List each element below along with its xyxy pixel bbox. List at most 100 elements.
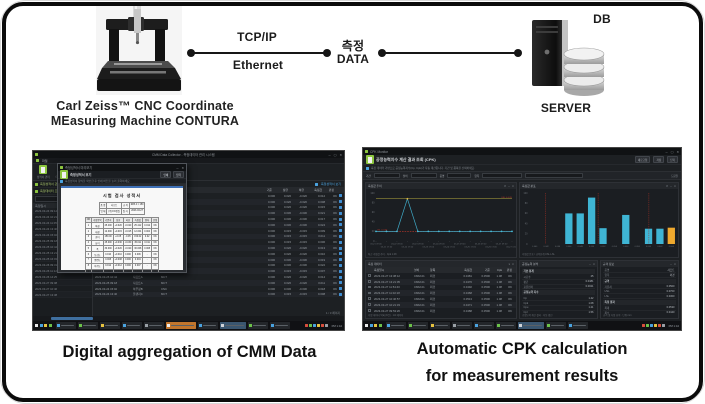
- start-icon[interactable]: [35, 324, 38, 327]
- taskbar-button[interactable]: [567, 322, 588, 329]
- taskbar-button[interactable]: [495, 322, 516, 329]
- maximize-icon[interactable]: ▢: [333, 152, 337, 157]
- taskbar-button[interactable]: [197, 322, 218, 329]
- filter-help-link[interactable]: 도움말: [670, 174, 678, 178]
- start-icon[interactable]: [374, 324, 377, 327]
- left-app-pager[interactable]: 1 / 3 페이지: [326, 311, 340, 315]
- filter-input[interactable]: [373, 173, 400, 178]
- row-view-icon[interactable]: [339, 281, 342, 285]
- tray-icon[interactable]: [662, 324, 665, 327]
- header-button[interactable]: 저장: [653, 156, 665, 163]
- taskbar-button[interactable]: [99, 322, 120, 329]
- tray-icon[interactable]: [309, 324, 312, 327]
- tray-icon[interactable]: [646, 324, 649, 327]
- close-icon[interactable]: ✕: [673, 262, 676, 266]
- row-view-icon[interactable]: [339, 287, 342, 291]
- refresh-icon[interactable]: ⟳: [504, 184, 507, 188]
- taskbar-button[interactable]: [219, 322, 246, 329]
- minimize-icon[interactable]: ─: [176, 165, 179, 170]
- sidebar-list-item[interactable]: 2023-03-27 09:08: [33, 280, 92, 286]
- table-row[interactable]: 2023-03-25 10:44 샤프트A MCT 0.000 0.020 -0.020 0…: [93, 274, 344, 280]
- row-view-icon[interactable]: [339, 258, 342, 262]
- start-icon[interactable]: [378, 324, 382, 327]
- row-view-icon[interactable]: [339, 229, 342, 233]
- start-icon[interactable]: [39, 324, 43, 327]
- table-row[interactable]: 2023-03-27 13:38:12 CMM-01 외경 0.0481 0.0500 1…: [366, 273, 516, 279]
- taskbar-button[interactable]: [143, 322, 164, 329]
- row-view-icon[interactable]: [339, 217, 342, 221]
- tray-icon[interactable]: [658, 324, 661, 327]
- row-view-icon[interactable]: [339, 200, 342, 204]
- filter-input[interactable]: [482, 173, 523, 178]
- table-row[interactable]: 2023-03-27 09:53:26 CMM-01 외경 0.0488 0.0500 1…: [366, 308, 516, 314]
- close-icon[interactable]: ✕: [673, 184, 676, 188]
- filter-icon[interactable]: ▾: [508, 262, 510, 266]
- toolbar-report-button[interactable]: 성적서 관리: [37, 165, 50, 179]
- scrollbar-thumb[interactable]: [51, 317, 93, 320]
- filter-input[interactable]: [410, 173, 437, 178]
- taskbar-button[interactable]: [473, 322, 494, 329]
- row-checkbox[interactable]: [368, 285, 371, 289]
- close-icon[interactable]: ✕: [511, 184, 514, 188]
- tray-icon[interactable]: [313, 324, 316, 327]
- filter-search-input[interactable]: [525, 173, 584, 178]
- tray-icon[interactable]: [654, 324, 657, 327]
- row-view-icon[interactable]: [339, 292, 342, 296]
- row-view-icon[interactable]: [339, 275, 342, 279]
- sidebar-list-item[interactable]: 2023-03-27 10:46: [33, 286, 92, 292]
- table-row[interactable]: 2023-03-24 15:02 하우징B CNC 0.000 0.030 -0.030 0…: [93, 286, 344, 292]
- close-icon[interactable]: ✕: [592, 262, 595, 266]
- tray-icon[interactable]: [325, 324, 328, 327]
- row-checkbox[interactable]: [368, 280, 371, 283]
- close-button[interactable]: 닫기: [173, 171, 184, 178]
- minimize-icon[interactable]: ─: [328, 152, 331, 157]
- close-icon[interactable]: ✕: [676, 149, 679, 154]
- row-checkbox[interactable]: [368, 303, 371, 306]
- row-view-icon[interactable]: [339, 263, 342, 267]
- taskbar-button[interactable]: [165, 322, 196, 329]
- row-view-icon[interactable]: [339, 269, 342, 273]
- row-view-icon[interactable]: [339, 246, 342, 250]
- horizontal-scrollbar[interactable]: [33, 316, 344, 321]
- maximize-icon[interactable]: ▢: [670, 149, 674, 154]
- row-checkbox[interactable]: [368, 309, 371, 312]
- table-row[interactable]: 2023-03-27 13:21:05 CMM-01 외경 0.0476 0.0500 1…: [366, 278, 516, 285]
- sidebar-list-item[interactable]: 2023-03-26 14:25: [33, 274, 92, 280]
- taskbar-button[interactable]: [407, 322, 428, 329]
- report-view-link[interactable]: 측정성적서 보기: [320, 182, 341, 186]
- row-checkbox[interactable]: [368, 274, 371, 277]
- row-view-icon[interactable]: [339, 205, 342, 209]
- start-icon[interactable]: [48, 324, 52, 327]
- tray-icon[interactable]: [650, 324, 653, 327]
- start-icon[interactable]: [369, 324, 373, 327]
- taskbar-button[interactable]: [247, 322, 268, 329]
- taskbar-button[interactable]: [269, 322, 290, 329]
- row-checkbox[interactable]: [368, 291, 371, 295]
- close-icon[interactable]: ✕: [181, 165, 184, 170]
- minimize-icon[interactable]: ─: [665, 149, 668, 154]
- collapse-icon[interactable]: ─: [508, 184, 510, 188]
- tray-icon[interactable]: [321, 324, 324, 327]
- row-checkbox[interactable]: [368, 297, 371, 301]
- sidebar-list-item[interactable]: 2023-03-27 13:38: [33, 292, 92, 298]
- header-button[interactable]: 닫기: [667, 156, 678, 163]
- header-button[interactable]: 새로고침: [634, 156, 651, 163]
- taskbar-button[interactable]: [545, 322, 566, 329]
- start-icon[interactable]: [44, 324, 47, 327]
- tray-icon[interactable]: [642, 324, 645, 327]
- table-row[interactable]: 2023-03-24 13:40 플랜지C MCT 0.000 0.015 -0.015 0…: [93, 291, 344, 298]
- taskbar-button[interactable]: [55, 322, 76, 329]
- table-row[interactable]: 2023-03-27 11:02:18 CMM-01 외경 0.0468 0.0500 1…: [366, 290, 516, 297]
- table-row[interactable]: 2023-03-25 09:18 샤프트A MCT 0.000 0.020 -0.020 0…: [93, 279, 344, 286]
- row-view-icon[interactable]: [339, 223, 342, 227]
- taskbar-button[interactable]: [77, 322, 98, 329]
- collapse-icon[interactable]: ─: [670, 262, 672, 266]
- row-view-icon[interactable]: [339, 234, 342, 238]
- filter-input[interactable]: [447, 173, 472, 178]
- row-view-icon[interactable]: [339, 194, 342, 198]
- close-icon[interactable]: ✕: [511, 262, 514, 266]
- close-icon[interactable]: ✕: [339, 152, 342, 157]
- collapse-icon[interactable]: ─: [589, 262, 591, 266]
- taskbar-button[interactable]: [517, 322, 544, 329]
- print-button[interactable]: 인쇄: [160, 171, 172, 178]
